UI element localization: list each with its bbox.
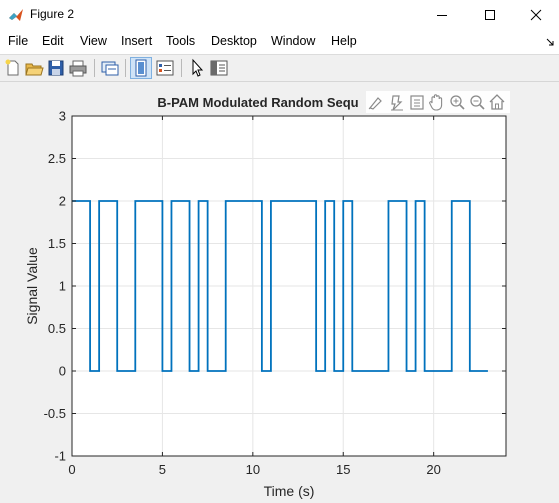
minimize-button[interactable] xyxy=(419,0,465,30)
menu-tools[interactable]: Tools xyxy=(166,34,196,48)
figure-canvas: 0 5 10 15 20 -1 -0.5 0 0.5 1 1.5 2 2.5 3 B-PAM Modul… xyxy=(0,82,559,503)
dock-icon xyxy=(135,59,147,77)
dock-button[interactable] xyxy=(130,57,152,79)
toolbar-separator xyxy=(125,59,126,77)
y-tick-label: -0.5 xyxy=(44,406,66,421)
tick-marks xyxy=(71,115,506,457)
brush-icon[interactable] xyxy=(368,97,382,110)
chart-title: B-PAM Modulated Random Sequ xyxy=(157,95,358,110)
y-tick-label: 2.5 xyxy=(48,151,66,166)
window-title: Figure 2 xyxy=(30,7,75,21)
home-icon[interactable] xyxy=(489,94,505,110)
print-icon[interactable] xyxy=(68,58,88,78)
open-file-icon[interactable] xyxy=(24,58,44,78)
menu-edit[interactable]: Edit xyxy=(42,34,64,48)
toolbar-separator xyxy=(181,59,182,77)
menu-bar: File Edit View Insert Tools Desktop Wind… xyxy=(0,30,559,55)
close-icon xyxy=(530,9,542,21)
menu-insert[interactable]: Insert xyxy=(121,34,153,48)
menu-file[interactable]: File xyxy=(8,34,29,48)
y-tick-label: 1 xyxy=(59,279,66,294)
toolbar-separator xyxy=(94,59,95,77)
rotate-icon[interactable] xyxy=(410,95,424,110)
x-axis-label: Time (s) xyxy=(264,483,315,499)
dock-arrow-icon[interactable] xyxy=(545,37,555,47)
y-tick-label: 0.5 xyxy=(48,321,66,336)
x-tick-labels: 0 5 10 15 20 xyxy=(68,462,441,477)
maximize-button[interactable] xyxy=(467,0,513,30)
matlab-app-icon xyxy=(9,9,23,21)
y-tick-label: 3 xyxy=(59,109,66,124)
new-figure-icon[interactable] xyxy=(3,58,23,78)
maximize-icon xyxy=(485,10,495,20)
y-tick-label: 0 xyxy=(59,364,66,379)
window-titlebar: Figure 2 xyxy=(0,0,559,30)
menu-help[interactable]: Help xyxy=(331,34,357,48)
zoom-in-icon[interactable] xyxy=(450,95,465,110)
pointer-icon[interactable] xyxy=(187,58,207,78)
x-tick-label: 15 xyxy=(336,462,350,477)
minimize-icon xyxy=(437,15,447,16)
link-plot-icon[interactable] xyxy=(100,58,120,78)
x-tick-label: 5 xyxy=(159,462,166,477)
property-editor-icon[interactable] xyxy=(209,58,229,78)
series-layer xyxy=(72,200,488,372)
x-tick-label: 10 xyxy=(246,462,260,477)
data-tips-icon[interactable] xyxy=(391,95,403,111)
y-tick-label: 2 xyxy=(59,194,66,209)
figure-toolbar xyxy=(0,55,559,82)
x-tick-label: 0 xyxy=(68,462,75,477)
menu-window[interactable]: Window xyxy=(271,34,316,48)
close-button[interactable] xyxy=(513,0,559,30)
menu-view[interactable]: View xyxy=(80,34,107,48)
signal-series-line[interactable] xyxy=(72,200,488,372)
pan-icon[interactable] xyxy=(429,94,443,111)
x-tick-label: 20 xyxy=(426,462,440,477)
y-tick-label: 1.5 xyxy=(48,236,66,251)
save-icon[interactable] xyxy=(46,58,66,78)
zoom-out-icon[interactable] xyxy=(470,95,485,110)
y-axis-label: Signal Value xyxy=(24,247,40,325)
menu-desktop[interactable]: Desktop xyxy=(211,34,257,48)
insert-legend-icon[interactable] xyxy=(155,58,175,78)
y-tick-label: -1 xyxy=(54,449,66,464)
plot-svg[interactable]: 0 5 10 15 20 -1 -0.5 0 0.5 1 1.5 2 2.5 3 B-PAM Modul… xyxy=(0,82,559,503)
y-tick-labels: -1 -0.5 0 0.5 1 1.5 2 2.5 3 xyxy=(44,109,66,464)
